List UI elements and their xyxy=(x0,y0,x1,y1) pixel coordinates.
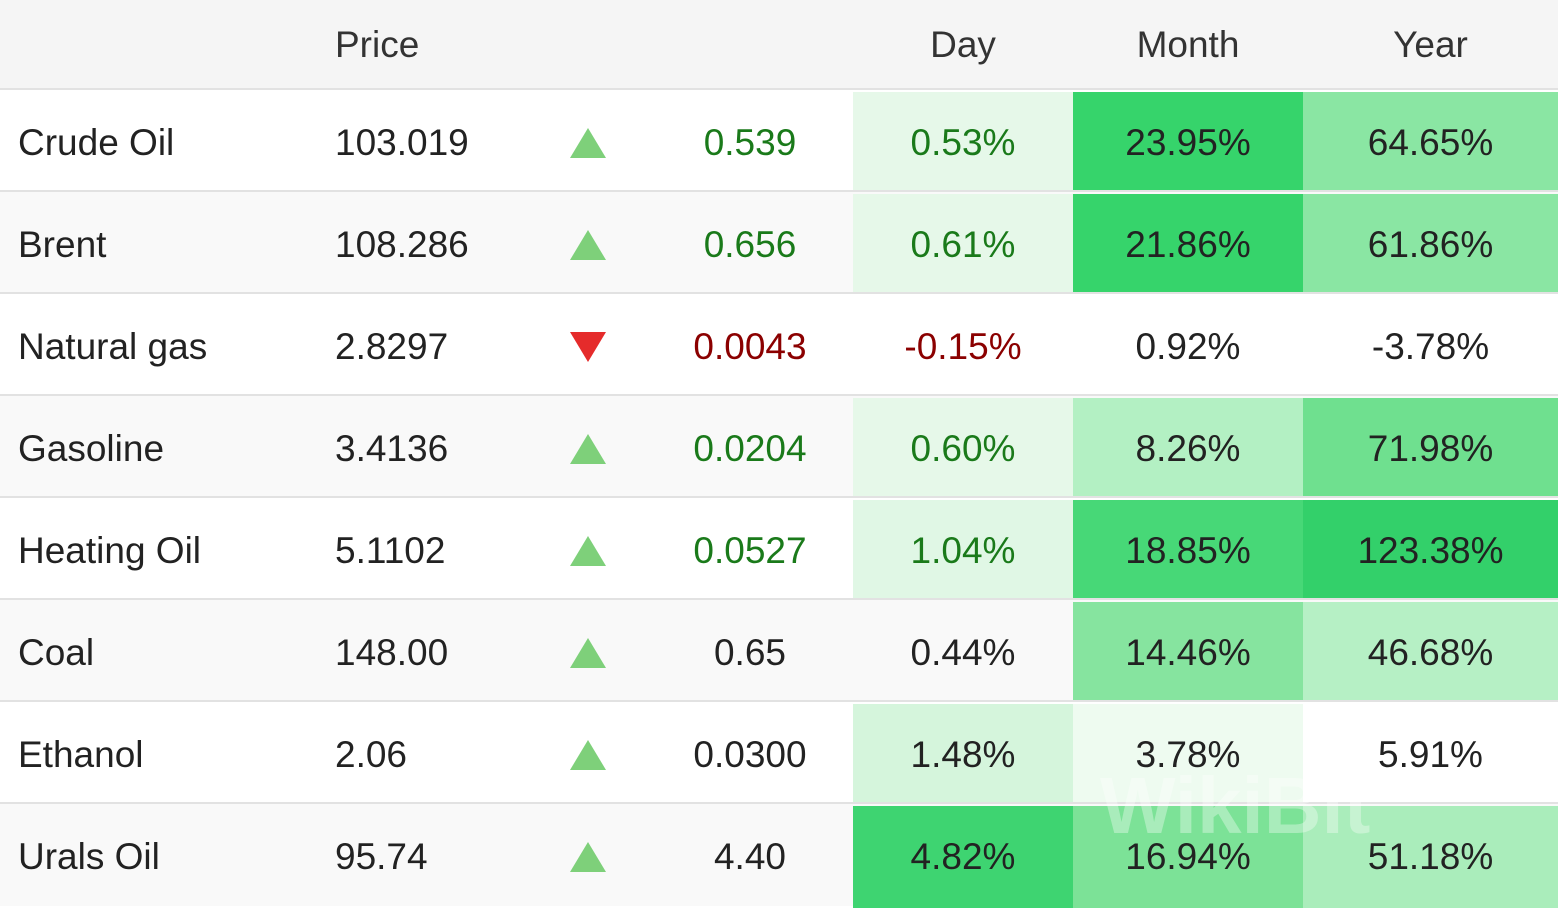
commodity-name: Ethanol xyxy=(18,734,144,775)
trend-arrow xyxy=(560,500,616,602)
price: 148.00 xyxy=(335,632,449,673)
table-row: Natural gas 2.8297 0.0043 -0.15% 0.92% -3.78% xyxy=(0,292,1558,396)
day-change: 0.53% xyxy=(853,92,1073,194)
year-change: 64.65% xyxy=(1303,92,1558,194)
change: 0.0204 xyxy=(693,428,807,469)
change: 0.656 xyxy=(703,224,797,265)
change: 0.0300 xyxy=(693,734,807,775)
change: 4.40 xyxy=(713,836,786,877)
day-change: 0.60% xyxy=(853,398,1073,500)
column-header: Price xyxy=(335,24,420,65)
commodity-name: Urals Oil xyxy=(18,836,160,877)
year-change: 61.86% xyxy=(1303,194,1558,296)
month-change: 18.85% xyxy=(1073,500,1303,602)
arrow-icon xyxy=(570,638,606,668)
arrow-icon xyxy=(570,536,606,566)
table-row: Ethanol 2.06 0.0300 1.48% 3.78% 5.91% xyxy=(0,700,1558,806)
year-change: 46.68% xyxy=(1303,602,1558,704)
month-change: 3.78% xyxy=(1073,704,1303,806)
day-change: 1.48% xyxy=(853,704,1073,806)
commodity-name: Crude Oil xyxy=(18,122,175,163)
month-change: 8.26% xyxy=(1073,398,1303,500)
commodity-name: Heating Oil xyxy=(18,530,202,571)
commodity-name: Brent xyxy=(18,224,107,265)
arrow-icon xyxy=(570,740,606,770)
price: 2.06 xyxy=(335,734,408,775)
price: 108.286 xyxy=(335,224,469,265)
commodity-name: Natural gas xyxy=(18,326,208,367)
trend-arrow xyxy=(560,92,616,194)
column-header: Year xyxy=(1393,24,1468,65)
month-change: 14.46% xyxy=(1073,602,1303,704)
watermark: WikiBit xyxy=(1100,761,1371,850)
day-change: 0.61% xyxy=(853,194,1073,296)
change: 0.0043 xyxy=(693,326,807,367)
year-change: 51.18% xyxy=(1303,806,1558,908)
column-header: Day xyxy=(930,24,996,65)
trend-arrow xyxy=(560,602,616,704)
day-change: -0.15% xyxy=(904,326,1022,367)
arrow-icon xyxy=(570,842,606,872)
day-change: 4.82% xyxy=(853,806,1073,908)
day-change: 0.44% xyxy=(910,632,1016,673)
trend-arrow xyxy=(560,704,616,806)
trend-arrow xyxy=(560,398,616,500)
table-row: Urals Oil 95.74 4.40 4.82% 16.94% 51.18% xyxy=(0,802,1558,908)
year-change: 5.91% xyxy=(1378,734,1483,775)
commodity-name: Coal xyxy=(18,632,95,673)
day-change: 1.04% xyxy=(853,500,1073,602)
table-row: Crude Oil 103.019 0.539 0.53% 23.95% 64.65% xyxy=(0,88,1558,194)
change: 0.65 xyxy=(713,632,786,673)
arrow-icon xyxy=(570,128,606,158)
change: 0.0527 xyxy=(693,530,807,571)
price: 2.8297 xyxy=(335,326,449,367)
month-change: 21.86% xyxy=(1073,194,1303,296)
month-change: 23.95% xyxy=(1073,92,1303,194)
arrow-icon xyxy=(570,230,606,260)
price: 5.1102 xyxy=(335,530,446,571)
month-change: 0.92% xyxy=(1135,326,1241,367)
table-row: Brent 108.286 0.656 0.61% 21.86% 61.86% xyxy=(0,190,1558,296)
change: 0.539 xyxy=(703,122,797,163)
year-change: -3.78% xyxy=(1371,326,1490,367)
arrow-icon xyxy=(570,332,606,362)
trend-arrow xyxy=(560,806,616,908)
table-row: Gasoline 3.4136 0.0204 0.60% 8.26% 71.98% xyxy=(0,394,1558,500)
table-row: Heating Oil 5.1102 0.0527 1.04% 18.85% 123.38… xyxy=(0,496,1558,602)
arrow-icon xyxy=(570,434,606,464)
price: 3.4136 xyxy=(335,428,449,469)
year-change: 71.98% xyxy=(1303,398,1558,500)
year-change: 123.38% xyxy=(1303,500,1558,602)
commodity-name: Gasoline xyxy=(18,428,165,469)
table-row: Coal 148.00 0.65 0.44% 14.46% 46.68% xyxy=(0,598,1558,704)
month-change: 16.94% xyxy=(1073,806,1303,908)
trend-arrow xyxy=(560,194,616,296)
header-row xyxy=(0,0,1558,90)
price: 103.019 xyxy=(335,122,469,163)
price: 95.74 xyxy=(335,836,428,877)
trend-arrow xyxy=(560,296,616,398)
column-header: Month xyxy=(1136,24,1240,65)
